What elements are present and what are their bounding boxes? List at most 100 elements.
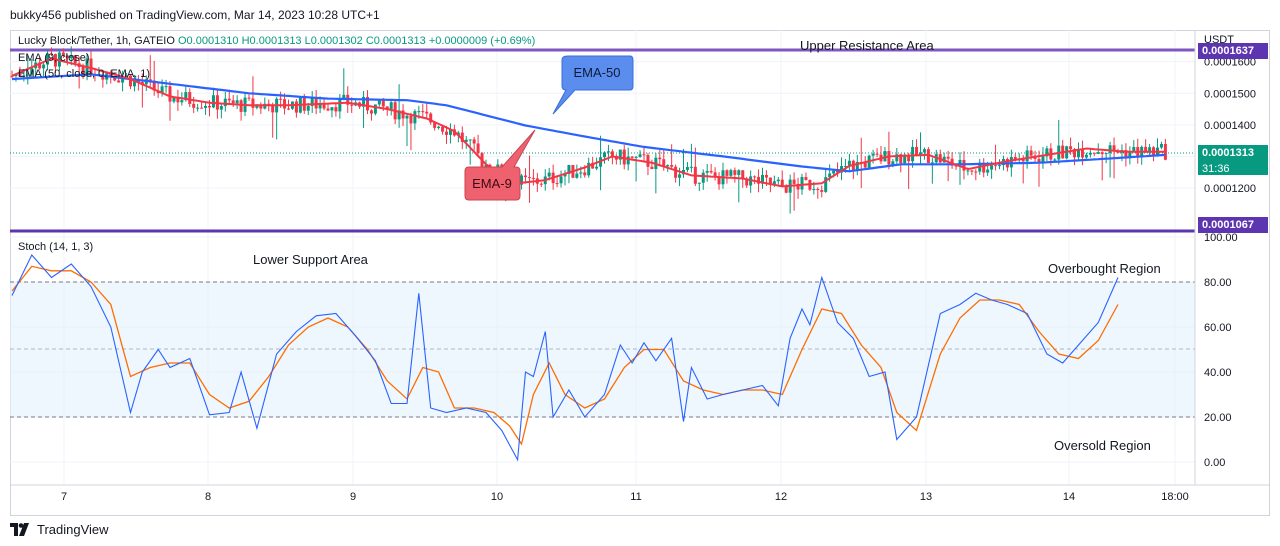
candle[interactable]: [725, 169, 729, 184]
candle[interactable]: [393, 100, 397, 125]
candle[interactable]: [239, 98, 243, 121]
candle[interactable]: [1045, 145, 1049, 162]
candle[interactable]: [1088, 148, 1092, 158]
candle[interactable]: [472, 136, 476, 151]
candle[interactable]: [362, 91, 366, 128]
candle[interactable]: [788, 174, 792, 214]
candle[interactable]: [804, 172, 808, 181]
candle[interactable]: [535, 172, 539, 192]
candle[interactable]: [401, 104, 405, 127]
footer-brand[interactable]: TradingView: [10, 519, 109, 539]
candle[interactable]: [89, 51, 93, 78]
candle[interactable]: [855, 154, 859, 176]
candle[interactable]: [642, 146, 646, 163]
candle[interactable]: [409, 112, 413, 151]
candle[interactable]: [168, 81, 172, 121]
candle[interactable]: [524, 168, 527, 184]
candle[interactable]: [1077, 142, 1080, 162]
candle[interactable]: [575, 164, 579, 179]
candle[interactable]: [10, 70, 14, 79]
candle[interactable]: [907, 152, 911, 190]
candle[interactable]: [915, 139, 919, 157]
candle[interactable]: [247, 94, 251, 101]
candle[interactable]: [587, 157, 591, 178]
candle[interactable]: [753, 175, 757, 185]
candle[interactable]: [646, 152, 650, 176]
candle[interactable]: [369, 109, 373, 121]
candle[interactable]: [1021, 155, 1025, 184]
candle[interactable]: [697, 182, 701, 192]
candle[interactable]: [294, 99, 298, 118]
candle[interactable]: [219, 103, 223, 119]
candle[interactable]: [559, 170, 563, 188]
candle[interactable]: [42, 61, 46, 78]
candle[interactable]: [689, 143, 693, 173]
candle[interactable]: [468, 139, 472, 165]
candle[interactable]: [1061, 139, 1065, 159]
candle[interactable]: [958, 152, 962, 185]
candle[interactable]: [650, 159, 654, 170]
candle[interactable]: [555, 175, 559, 188]
candle[interactable]: [922, 147, 926, 160]
ema9-line[interactable]: [11, 57, 1166, 188]
candle[interactable]: [1163, 138, 1167, 161]
candle[interactable]: [749, 170, 753, 193]
candle[interactable]: [887, 131, 891, 170]
candle[interactable]: [919, 132, 922, 164]
candle[interactable]: [50, 47, 53, 57]
candle[interactable]: [729, 168, 733, 178]
candle[interactable]: [61, 48, 65, 58]
candle[interactable]: [223, 92, 227, 112]
candle[interactable]: [994, 144, 998, 171]
candle[interactable]: [330, 107, 334, 118]
candle[interactable]: [101, 69, 105, 88]
candle[interactable]: [235, 95, 239, 110]
candle[interactable]: [851, 159, 855, 180]
candle[interactable]: [310, 91, 314, 113]
candle[interactable]: [397, 84, 401, 128]
ema50-legend[interactable]: EMA (50, close, 0, EMA, 1): [18, 68, 151, 80]
candle[interactable]: [129, 74, 132, 90]
candle[interactable]: [263, 97, 267, 110]
candle[interactable]: [599, 135, 603, 191]
candle[interactable]: [737, 169, 741, 203]
candle[interactable]: [1140, 145, 1144, 165]
candle[interactable]: [879, 145, 883, 165]
candle[interactable]: [121, 70, 125, 92]
candle[interactable]: [1080, 140, 1084, 166]
candle[interactable]: [595, 157, 599, 171]
candle[interactable]: [326, 104, 330, 112]
candle[interactable]: [1128, 146, 1132, 165]
candle[interactable]: [30, 59, 34, 79]
candle[interactable]: [531, 169, 535, 186]
candle[interactable]: [792, 172, 796, 211]
candle[interactable]: [385, 106, 389, 116]
candle[interactable]: [476, 134, 480, 156]
candle[interactable]: [366, 90, 369, 115]
candle[interactable]: [717, 172, 721, 190]
candle[interactable]: [437, 125, 441, 130]
candle[interactable]: [1057, 119, 1061, 165]
candle[interactable]: [539, 182, 543, 187]
candle[interactable]: [654, 153, 658, 194]
candle[interactable]: [1100, 151, 1104, 181]
candle[interactable]: [448, 123, 452, 144]
candle[interactable]: [413, 109, 417, 131]
candle[interactable]: [622, 145, 626, 170]
ema50-line[interactable]: [11, 73, 1166, 173]
candle[interactable]: [1108, 141, 1112, 178]
candle[interactable]: [69, 46, 73, 66]
candle[interactable]: [701, 169, 705, 190]
candle[interactable]: [721, 162, 725, 189]
candle[interactable]: [1092, 152, 1096, 157]
candle[interactable]: [140, 73, 144, 108]
candle[interactable]: [1069, 137, 1073, 155]
candle[interactable]: [271, 102, 275, 138]
candle[interactable]: [405, 113, 409, 147]
candle[interactable]: [314, 90, 318, 115]
candle[interactable]: [563, 170, 567, 186]
candle[interactable]: [946, 150, 950, 182]
candle[interactable]: [761, 167, 764, 189]
candle[interactable]: [567, 164, 571, 184]
candle[interactable]: [425, 102, 429, 118]
